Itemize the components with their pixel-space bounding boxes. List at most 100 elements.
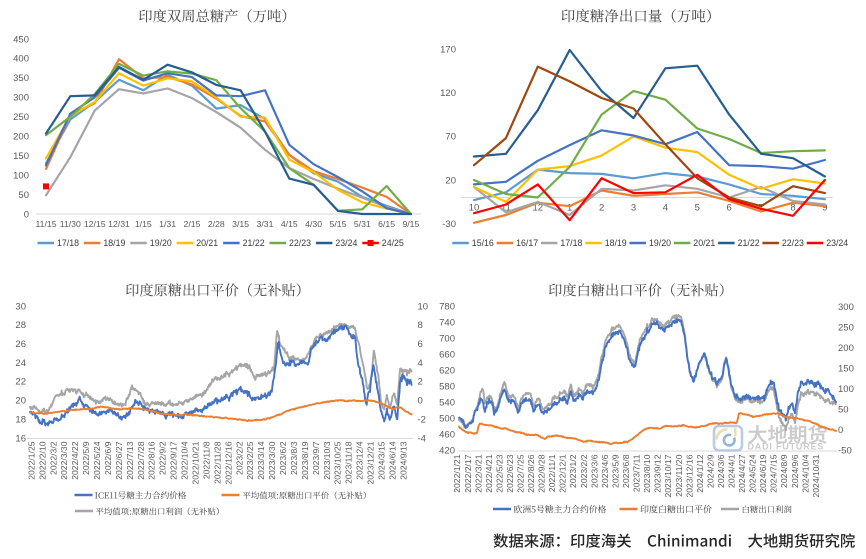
svg-text:740: 740 bbox=[439, 317, 455, 328]
svg-text:2023/8/19: 2023/8/19 bbox=[300, 441, 310, 479]
svg-text:170: 170 bbox=[440, 44, 456, 55]
svg-text:2024/10/31: 2024/10/31 bbox=[811, 454, 821, 497]
svg-text:2: 2 bbox=[418, 377, 423, 388]
svg-text:20/21: 20/21 bbox=[693, 238, 715, 248]
svg-text:-2: -2 bbox=[418, 414, 426, 425]
svg-text:50: 50 bbox=[838, 404, 849, 415]
svg-text:540: 540 bbox=[439, 397, 455, 408]
svg-text:1/31: 1/31 bbox=[159, 219, 176, 229]
svg-text:200: 200 bbox=[838, 343, 854, 354]
svg-text:0: 0 bbox=[24, 209, 29, 220]
svg-text:2023/2/25: 2023/2/25 bbox=[245, 441, 255, 479]
svg-text:580: 580 bbox=[439, 381, 455, 392]
svg-text:9/15: 9/15 bbox=[402, 219, 419, 229]
svg-text:2022/1/21: 2022/1/21 bbox=[452, 454, 462, 492]
svg-text:2024/8/9: 2024/8/9 bbox=[779, 454, 789, 488]
svg-text:2023/9/12: 2023/9/12 bbox=[653, 454, 663, 492]
svg-text:2024/7/15: 2024/7/15 bbox=[769, 454, 779, 492]
svg-text:620: 620 bbox=[439, 365, 455, 376]
svg-text:780: 780 bbox=[439, 301, 455, 312]
svg-text:16/17: 16/17 bbox=[516, 238, 538, 248]
svg-text:-50: -50 bbox=[838, 445, 852, 456]
svg-text:2023/12/4: 2023/12/4 bbox=[355, 441, 365, 479]
svg-text:4: 4 bbox=[418, 358, 423, 369]
svg-text:20: 20 bbox=[15, 396, 26, 407]
svg-text:2022/7/28: 2022/7/28 bbox=[136, 441, 146, 479]
svg-text:21/22: 21/22 bbox=[243, 238, 265, 248]
svg-text:2023/4/6: 2023/4/6 bbox=[600, 454, 610, 488]
svg-text:26: 26 bbox=[15, 339, 26, 350]
svg-text:0: 0 bbox=[838, 425, 843, 436]
svg-text:2022/10/21: 2022/10/21 bbox=[191, 441, 201, 484]
svg-text:2024/6/14: 2024/6/14 bbox=[387, 441, 397, 479]
svg-text:660: 660 bbox=[439, 349, 455, 360]
svg-text:2024/3/6: 2024/3/6 bbox=[716, 454, 726, 488]
svg-text:300: 300 bbox=[13, 93, 29, 104]
svg-text:2022/3/30: 2022/3/30 bbox=[59, 441, 69, 479]
svg-text:2023/7/11: 2023/7/11 bbox=[632, 454, 642, 492]
svg-text:4/15: 4/15 bbox=[281, 219, 298, 229]
svg-text:2022/7/13: 2022/7/13 bbox=[125, 441, 135, 479]
svg-text:2024/3/15: 2024/3/15 bbox=[377, 441, 387, 479]
svg-text:460: 460 bbox=[439, 429, 455, 440]
svg-text:23/24: 23/24 bbox=[826, 238, 848, 248]
svg-text:24/25: 24/25 bbox=[382, 238, 404, 248]
svg-text:30: 30 bbox=[15, 301, 26, 312]
svg-text:2022/6/23: 2022/6/23 bbox=[505, 454, 515, 492]
svg-text:2022/2/17: 2022/2/17 bbox=[463, 454, 473, 492]
svg-text:2022/11/28: 2022/11/28 bbox=[212, 441, 222, 484]
svg-text:2022/5/24: 2022/5/24 bbox=[92, 441, 102, 479]
svg-text:2/28: 2/28 bbox=[208, 219, 225, 229]
svg-text:5/31: 5/31 bbox=[354, 219, 371, 229]
svg-text:3: 3 bbox=[631, 203, 636, 214]
svg-text:3/31: 3/31 bbox=[257, 219, 274, 229]
svg-text:2023/12/21: 2023/12/21 bbox=[366, 441, 376, 484]
svg-text:400: 400 bbox=[13, 54, 29, 65]
svg-text:2023/2/2: 2023/2/2 bbox=[579, 454, 589, 488]
svg-text:2023/1/2: 2023/1/2 bbox=[568, 454, 578, 488]
svg-text:2022/8/26: 2022/8/26 bbox=[526, 454, 536, 492]
svg-text:19/20: 19/20 bbox=[150, 238, 172, 248]
svg-text:2022/10/4: 2022/10/4 bbox=[180, 441, 190, 479]
svg-text:2023/10/3: 2023/10/3 bbox=[322, 441, 332, 479]
svg-text:2022/9/17: 2022/9/17 bbox=[169, 441, 179, 479]
svg-text:2024/1/12: 2024/1/12 bbox=[695, 454, 705, 492]
svg-text:12/15: 12/15 bbox=[84, 219, 106, 229]
svg-text:2: 2 bbox=[599, 203, 604, 214]
svg-text:2023/5/9: 2023/5/9 bbox=[611, 454, 621, 488]
svg-text:2023/11/18: 2023/11/18 bbox=[344, 441, 354, 484]
svg-text:700: 700 bbox=[439, 333, 455, 344]
svg-text:120: 120 bbox=[440, 88, 456, 99]
svg-text:70: 70 bbox=[445, 132, 456, 143]
svg-text:2023/2/2: 2023/2/2 bbox=[234, 441, 244, 475]
svg-text:2022/12/1: 2022/12/1 bbox=[558, 454, 568, 492]
svg-text:2022/4/21: 2022/4/21 bbox=[484, 454, 494, 492]
svg-text:0: 0 bbox=[418, 396, 423, 407]
svg-text:100: 100 bbox=[838, 384, 854, 395]
svg-text:11/30: 11/30 bbox=[60, 219, 81, 229]
svg-text:2022/1/25: 2022/1/25 bbox=[26, 441, 36, 479]
svg-text:15/16: 15/16 bbox=[472, 238, 494, 248]
svg-text:2024/6/19: 2024/6/19 bbox=[758, 454, 768, 492]
svg-text:2022/9/28: 2022/9/28 bbox=[537, 454, 547, 492]
svg-text:22/23: 22/23 bbox=[782, 238, 804, 248]
svg-text:22: 22 bbox=[15, 377, 26, 388]
svg-text:5: 5 bbox=[695, 203, 700, 214]
svg-text:-4: -4 bbox=[418, 433, 426, 444]
svg-text:17/18: 17/18 bbox=[560, 238, 582, 248]
svg-text:2023/6/2: 2023/6/2 bbox=[278, 441, 288, 475]
svg-text:18: 18 bbox=[15, 414, 26, 425]
svg-text:12/31: 12/31 bbox=[108, 219, 130, 229]
svg-text:420: 420 bbox=[439, 445, 455, 456]
svg-text:11: 11 bbox=[501, 203, 511, 214]
svg-text:1/15: 1/15 bbox=[135, 219, 152, 229]
svg-text:20: 20 bbox=[445, 175, 456, 186]
svg-text:2024/10/4: 2024/10/4 bbox=[800, 454, 810, 492]
svg-text:2024/5/24: 2024/5/24 bbox=[748, 454, 758, 492]
svg-text:2023/8/10: 2023/8/10 bbox=[642, 454, 652, 492]
svg-text:2022/4/22: 2022/4/22 bbox=[70, 441, 80, 479]
svg-text:12: 12 bbox=[533, 203, 544, 214]
svg-text:6/15: 6/15 bbox=[378, 219, 395, 229]
svg-text:2022/6/9: 2022/6/9 bbox=[103, 441, 113, 475]
svg-text:2024/4/1: 2024/4/1 bbox=[727, 454, 737, 488]
